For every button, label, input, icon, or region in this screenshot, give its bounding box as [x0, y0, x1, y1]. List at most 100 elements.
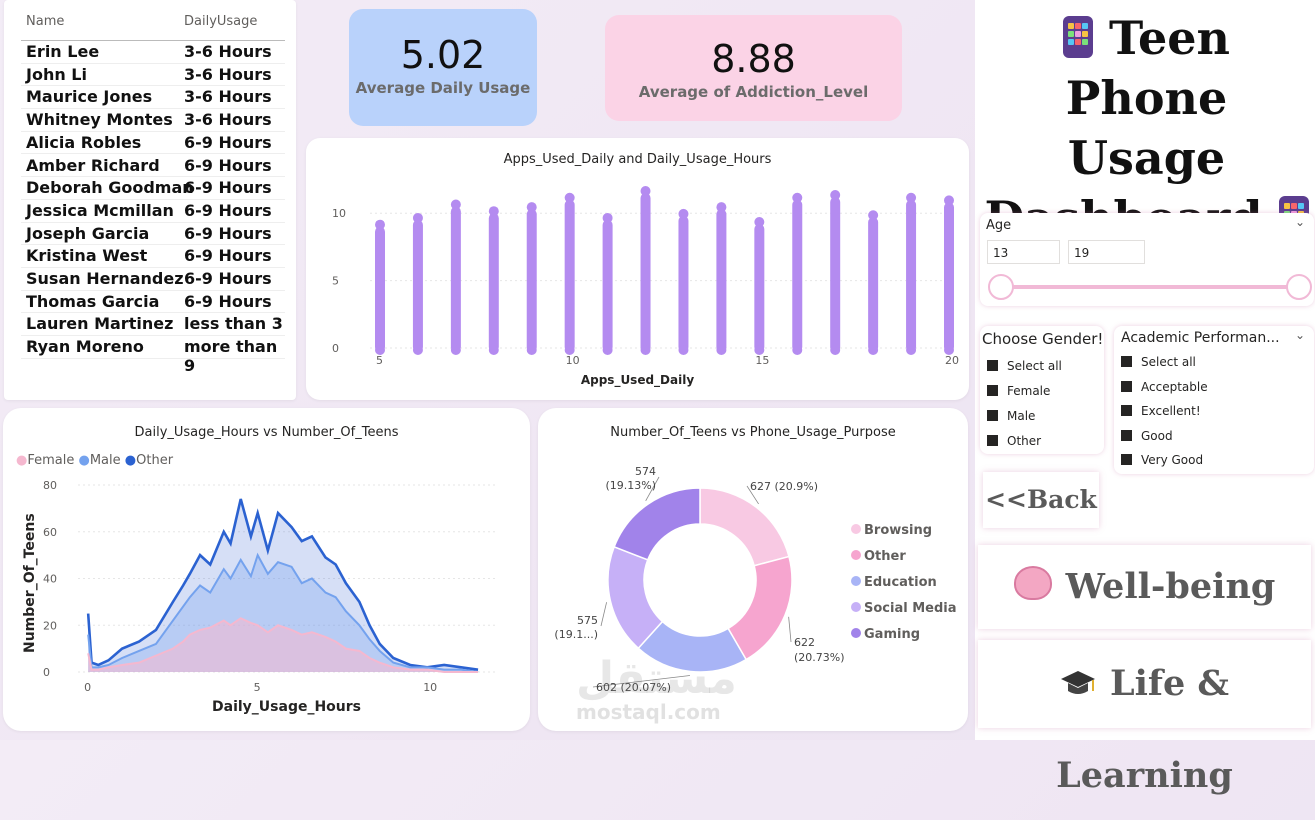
cell-name: Kristina West	[26, 246, 148, 266]
age-slicer[interactable]: Age ⌄ 13 19	[980, 213, 1314, 306]
option-label: Good	[1141, 428, 1173, 443]
scatter-column	[375, 226, 385, 352]
donut-chart-card[interactable]: Number_Of_Teens vs Phone_Usage_Purpose 6…	[538, 408, 968, 731]
kpi-label: Average of Addiction_Level	[638, 83, 869, 101]
table-row[interactable]: Kristina West 6-9 Hours	[21, 244, 285, 268]
scatter-point	[640, 345, 651, 355]
scatter-column	[678, 215, 689, 352]
scatter-point	[450, 199, 461, 210]
checkbox[interactable]	[987, 435, 998, 446]
scatter-point	[754, 345, 765, 355]
scatter-column	[526, 209, 537, 352]
age-slicer-label: Age	[986, 218, 1012, 233]
table-row[interactable]: Ryan Moreno more than 9	[21, 335, 285, 375]
chevron-down-icon[interactable]: ⌄	[1294, 328, 1305, 342]
donut-chart[interactable]: 627 (20.9%) 622 (20.73%) 602 (20.07%) 575 (19…	[538, 408, 968, 731]
cell-dailyusage: 3-6 Hours	[184, 42, 272, 61]
age-max-input[interactable]: 19	[1068, 240, 1145, 264]
scatter-point	[754, 217, 765, 227]
gender-slicer[interactable]: Choose Gender! Select all Female Male Other	[980, 326, 1104, 454]
checkbox[interactable]	[987, 385, 998, 396]
y-tick-label: 5	[332, 275, 339, 288]
legend-dot	[851, 576, 861, 586]
checkbox[interactable]	[1121, 405, 1132, 417]
legend-dot	[851, 628, 861, 638]
wellbeing-button[interactable]: Well-being	[978, 545, 1311, 629]
legend-dot-male: ●	[78, 453, 90, 468]
scatter-column	[716, 209, 727, 352]
age-slider-min-handle[interactable]	[988, 274, 1014, 300]
slicer-option[interactable]: Other	[987, 434, 1041, 448]
table-row[interactable]: Jessica Mcmillan 6-9 Hours	[21, 199, 285, 223]
checkbox[interactable]	[1121, 454, 1132, 466]
cell-dailyusage: 3-6 Hours	[184, 87, 272, 107]
checkbox[interactable]	[987, 360, 998, 371]
y-tick-label: 10	[332, 207, 346, 220]
age-slider-track[interactable]	[994, 285, 1297, 289]
cell-name: John Li	[26, 64, 87, 84]
table-row[interactable]: Amber Richard 6-9 Hours	[21, 154, 285, 178]
watermark-arabic: مستقل	[576, 653, 737, 704]
scatter-column	[906, 199, 917, 352]
checkbox[interactable]	[987, 410, 998, 421]
scatter-point	[412, 345, 423, 355]
kpi-value: 5.02	[400, 33, 486, 77]
legend-item-social-media: Social Media	[864, 601, 957, 616]
table-row[interactable]: Thomas Garcia 6-9 Hours	[21, 290, 285, 314]
table-row[interactable]: Joseph Garcia 6-9 Hours	[21, 222, 285, 246]
legend-dot-female: ●	[16, 453, 28, 468]
chevron-down-icon[interactable]: ⌄	[1294, 215, 1305, 229]
table-row[interactable]: John Li 3-6 Hours	[21, 63, 285, 87]
table-row[interactable]: Maurice Jones 3-6 Hours	[21, 85, 285, 110]
table-row[interactable]: Lauren Martinez less than 3	[21, 312, 285, 337]
checkbox[interactable]	[1121, 380, 1132, 392]
legend-male[interactable]: Male	[89, 453, 121, 468]
slicer-option[interactable]: Acceptable	[1121, 380, 1208, 394]
table-row[interactable]: Whitney Montes 3-6 Hours	[21, 108, 285, 132]
life-learning-button[interactable]: Life & Learning	[978, 640, 1311, 796]
scatter-point	[792, 192, 803, 203]
back-button[interactable]: <<Back	[983, 472, 1099, 528]
column-header-dailyusage[interactable]: DailyUsage	[184, 14, 258, 29]
slicer-option[interactable]: Select all	[987, 359, 1062, 373]
slicer-option[interactable]: Male	[987, 409, 1035, 423]
table-row[interactable]: Erin Lee 3-6 Hours	[21, 40, 285, 64]
slicer-option[interactable]: Good	[1121, 429, 1173, 443]
checkbox[interactable]	[1121, 356, 1132, 367]
age-slider-max-handle[interactable]	[1286, 274, 1312, 300]
watermark-url: mostaql.com	[576, 700, 721, 724]
option-label: Select all	[1007, 359, 1062, 373]
scatter-column	[830, 197, 841, 352]
cell-dailyusage: 6-9 Hours	[184, 132, 272, 152]
y-axis-label: Number_Of_Teens	[22, 513, 38, 653]
table-row[interactable]: Susan Hernandez 6-9 Hours	[21, 267, 285, 291]
name-usage-table[interactable]: Name DailyUsage Erin Lee 3-6 Hours John Li…	[4, 0, 296, 400]
x-tick-label: 5	[376, 354, 383, 367]
option-label: Other	[1007, 434, 1042, 448]
table-row[interactable]: Deborah Goodman 6-9 Hours	[21, 176, 285, 200]
area-chart-card[interactable]: Daily_Usage_Hours vs Number_Of_Teens ●Fe…	[3, 408, 530, 731]
area-chart[interactable]: 0 20 40 60 80 0 5 10	[3, 408, 530, 731]
gender-slicer-title: Choose Gender!	[982, 330, 1104, 348]
slicer-option[interactable]: Very Good	[1121, 453, 1203, 467]
academic-slicer[interactable]: Academic Performan... ⌄ Select all Accept…	[1114, 326, 1314, 474]
slicer-option[interactable]: Female	[987, 384, 1050, 398]
column-header-name[interactable]: Name	[26, 14, 65, 29]
slicer-option[interactable]: Select all	[1121, 355, 1196, 369]
legend-female[interactable]: Female	[27, 453, 75, 468]
table-row[interactable]: Alicia Robles 6-9 Hours	[21, 131, 285, 155]
age-min-input[interactable]: 13	[987, 240, 1060, 264]
dashboard-title: Teen Phone Usage Dashboard	[978, 8, 1315, 248]
title-line-1: Teen Phone	[1065, 11, 1230, 125]
series-line-male	[87, 552, 479, 673]
leader-line	[788, 616, 792, 643]
scatter-chart-card[interactable]: Apps_Used_Daily and Daily_Usage_Hours 0 5…	[306, 138, 969, 400]
scatter-point	[526, 202, 537, 213]
scatter-point	[678, 345, 689, 355]
y-tick-label: 60	[43, 526, 57, 539]
scatter-chart[interactable]: 0 5 10 5 10 15 20	[306, 138, 969, 400]
legend-other[interactable]: Other	[136, 453, 174, 468]
slicer-option[interactable]: Excellent!	[1121, 404, 1201, 418]
checkbox[interactable]	[1121, 429, 1132, 441]
academic-slicer-title: Academic Performan...	[1121, 330, 1280, 346]
